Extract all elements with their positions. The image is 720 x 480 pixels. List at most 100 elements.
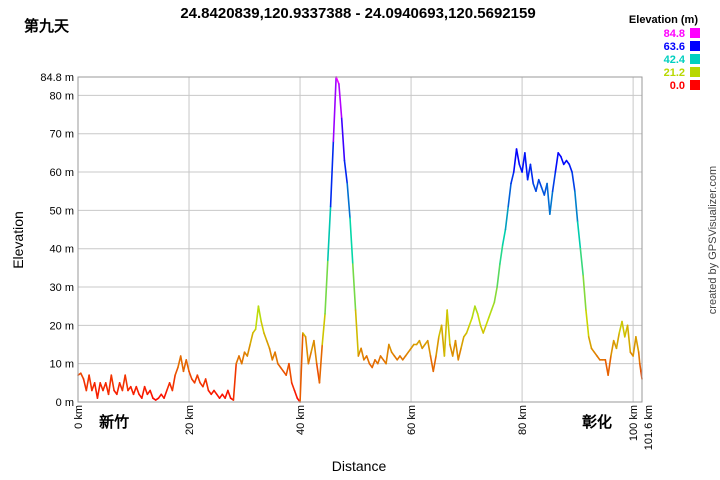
elevation-segment	[318, 343, 324, 384]
elevation-segment	[149, 389, 154, 399]
elevation-segment	[329, 140, 335, 208]
elevation-segment	[607, 355, 612, 376]
elevation-segment	[204, 378, 210, 392]
elevation-segment	[571, 171, 576, 193]
legend-value: 42.4	[664, 54, 686, 66]
elevation-segment	[293, 389, 299, 399]
elevation-segment	[227, 389, 232, 399]
elevation-segment	[568, 163, 573, 173]
elevation-segment	[385, 343, 390, 365]
elevation-segment	[327, 205, 332, 261]
elevation-segment	[549, 190, 554, 216]
elevation-segment	[510, 171, 515, 185]
plot-frame	[77, 76, 643, 403]
elevation-segment	[179, 355, 185, 373]
elevation-segment	[304, 336, 310, 365]
x-tick-label: 0 km	[73, 405, 85, 429]
legend-swatch	[690, 54, 700, 64]
elevation-segment	[116, 382, 121, 396]
elevation-legend: Elevation (m) 84.863.642.421.20.0	[629, 14, 700, 92]
elevation-segment	[579, 247, 584, 277]
elevation-segment	[529, 163, 534, 185]
elevation-segment	[474, 305, 479, 315]
elevation-segment	[371, 359, 376, 369]
elevation-segment	[576, 221, 582, 250]
elevation-segment	[96, 382, 102, 399]
elevation-segment	[496, 263, 501, 288]
elevation-segment	[321, 313, 326, 346]
y-tick-label: 20 m	[50, 320, 74, 332]
legend-value: 21.2	[664, 67, 685, 79]
elevation-segment	[560, 155, 565, 166]
elevation-segment	[582, 274, 587, 311]
elevation-segment	[88, 374, 93, 392]
elevation-segment	[143, 385, 149, 396]
legend-swatch	[690, 67, 700, 77]
elevation-segment	[501, 228, 507, 246]
elevation-segment	[124, 374, 129, 392]
x-tick-label: 101.6 km	[643, 405, 655, 450]
elevation-segment	[526, 163, 532, 181]
elevation-segment	[313, 339, 318, 365]
elevation-segment	[499, 244, 504, 265]
elevation-segment	[340, 117, 346, 162]
elevation-segment	[432, 355, 437, 373]
y-tick-label: 40 m	[50, 244, 74, 256]
elevation-segment	[129, 385, 135, 396]
elevation-segment	[635, 336, 640, 353]
y-tick-label: 70 m	[50, 129, 74, 141]
elevation-segment	[307, 351, 312, 365]
elevation-segment	[515, 148, 521, 166]
elevation-segment	[546, 182, 551, 216]
elevation-segment	[193, 374, 199, 384]
elevation-segment	[346, 182, 351, 219]
elevation-segment	[460, 336, 465, 350]
elevation-segment	[493, 286, 498, 304]
elevation-segment	[260, 320, 265, 334]
elevation-segment	[135, 385, 140, 396]
elevation-segment	[257, 305, 262, 323]
elevation-segment	[79, 372, 85, 380]
elevation-segment	[535, 178, 540, 193]
elevation-segment	[232, 362, 238, 401]
y-tick-label: 84.8 m	[40, 72, 74, 84]
elevation-segment	[185, 359, 190, 373]
x-tick-label: 40 km	[295, 405, 307, 435]
elevation-segment	[551, 171, 557, 193]
chart-title: 24.8420839,120.9337388 - 24.0940693,120.…	[180, 5, 535, 22]
elevation-segment	[299, 332, 304, 403]
elevation-segment	[240, 351, 246, 365]
elevation-segment	[265, 339, 271, 350]
elevation-segment	[487, 309, 493, 319]
elevation-segment	[451, 339, 457, 357]
elevation-segment	[188, 370, 193, 380]
elevation-segment	[338, 83, 343, 120]
elevation-segment	[512, 148, 518, 173]
elevation-segment	[621, 320, 626, 338]
elevation-segment	[479, 324, 485, 334]
elevation-segment	[121, 374, 126, 392]
legend-swatch	[690, 80, 700, 90]
elevation-segment	[632, 336, 637, 357]
elevation-segment	[196, 374, 201, 384]
y-tick-label: 10 m	[50, 359, 74, 371]
elevation-segment	[254, 305, 260, 330]
elevation-segment	[482, 324, 487, 334]
elevation-segment	[476, 313, 482, 327]
elevation-segment	[524, 152, 529, 181]
elevation-segment	[268, 347, 274, 361]
elevation-segment	[446, 309, 451, 346]
x-tick-label: 80 km	[517, 405, 529, 435]
elevation-segment	[351, 263, 357, 311]
legend-value: 84.8	[664, 28, 685, 40]
elevation-segment	[141, 385, 146, 399]
elevation-segment	[332, 76, 337, 143]
elevation-segment	[418, 339, 423, 350]
elevation-segment	[324, 259, 329, 315]
elevation-segment	[388, 343, 393, 353]
elevation-segment	[354, 309, 360, 357]
elevation-segment	[174, 366, 179, 376]
x-tick-label: 20 km	[184, 405, 196, 435]
elevation-segment	[471, 305, 476, 319]
